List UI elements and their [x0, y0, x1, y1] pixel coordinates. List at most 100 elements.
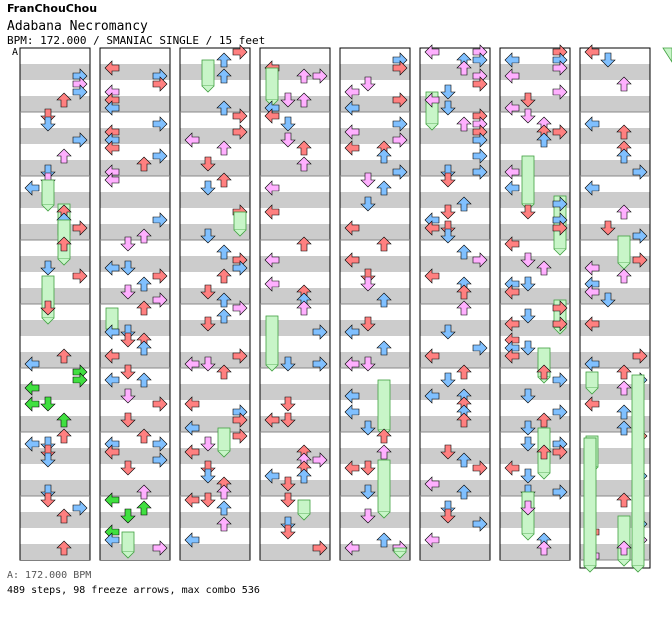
arrow-left-icon: [344, 404, 360, 420]
arrow-up-icon: [136, 428, 152, 444]
beat-stripe: [100, 544, 170, 560]
arrow-up-icon: [216, 52, 232, 68]
arrow-right-icon: [552, 372, 568, 388]
arrow-right-icon: [552, 404, 568, 420]
freeze-body: [201, 59, 215, 87]
arrow-down-icon: [40, 108, 56, 124]
freeze-body: [521, 155, 535, 205]
arrow-up-icon: [136, 484, 152, 500]
beat-stripe: [340, 416, 410, 432]
beat-stripe: [340, 64, 410, 80]
arrow-left-icon: [184, 396, 200, 412]
beat-stripe: [260, 480, 330, 496]
arrow-down-icon: [440, 500, 456, 516]
arrow-down-icon: [280, 116, 296, 132]
arrow-down-icon: [520, 276, 536, 292]
beat-stripe: [580, 160, 650, 176]
arrow-left-icon: [184, 444, 200, 460]
arrow-left-icon: [424, 220, 440, 236]
chart-column-1: [19, 47, 91, 561]
freeze-body: [585, 371, 599, 389]
arrow-left-icon: [104, 324, 120, 340]
arrow-down-icon: [280, 516, 296, 532]
arrow-right-icon: [552, 300, 568, 316]
arrow-up-icon: [56, 348, 72, 364]
arrow-up-icon: [456, 300, 472, 316]
arrow-down-icon: [200, 316, 216, 332]
beat-stripe: [20, 320, 90, 336]
arrow-down-icon: [40, 396, 56, 412]
freeze-body: [393, 547, 407, 553]
arrow-right-icon: [552, 60, 568, 76]
arrow-down-icon: [40, 260, 56, 276]
beat-stripe: [340, 192, 410, 208]
arrow-left-icon: [264, 468, 280, 484]
arrow-right-icon: [312, 324, 328, 340]
arrow-up-icon: [56, 92, 72, 108]
beat-stripe: [100, 512, 170, 528]
arrow-left-icon: [504, 164, 520, 180]
arrow-down-icon: [440, 204, 456, 220]
arrow-left-icon: [584, 180, 600, 196]
arrow-up-icon: [456, 60, 472, 76]
freeze-body: [377, 379, 391, 431]
beat-stripe: [20, 192, 90, 208]
arrow-up-icon: [136, 300, 152, 316]
arrow-up-icon: [616, 380, 632, 396]
arrow-up-icon: [376, 428, 392, 444]
freeze-tail: [41, 317, 55, 325]
arrow-down-icon: [520, 252, 536, 268]
arrow-up-icon: [376, 340, 392, 356]
arrow-down-icon: [520, 108, 536, 124]
arrow-right-icon: [152, 76, 168, 92]
arrow-down-icon: [120, 260, 136, 276]
arrow-up-icon: [136, 340, 152, 356]
arrow-right-icon: [152, 436, 168, 452]
arrow-right-icon: [392, 132, 408, 148]
arrow-down-icon: [200, 156, 216, 172]
arrow-right-icon: [552, 196, 568, 212]
beat-stripe: [20, 480, 90, 496]
arrow-left-icon: [424, 92, 440, 108]
arrow-left-icon: [344, 460, 360, 476]
beat-stripe: [580, 128, 650, 144]
arrow-left-icon: [344, 540, 360, 556]
arrow-up-icon: [456, 364, 472, 380]
arrow-down-icon: [440, 164, 456, 180]
chart-column-6: [419, 44, 491, 561]
arrow-left-icon: [24, 436, 40, 452]
arrow-down-icon: [280, 356, 296, 372]
beat-stripe: [20, 512, 90, 528]
beat-stripe: [100, 384, 170, 400]
chart-column-3: [179, 44, 251, 561]
beat-stripe: [260, 224, 330, 240]
arrow-left-icon: [504, 236, 520, 252]
arrow-left-icon: [104, 60, 120, 76]
arrow-left-icon: [344, 100, 360, 116]
arrow-left-icon: [584, 316, 600, 332]
arrow-right-icon: [232, 412, 248, 428]
arrow-left-icon: [504, 100, 520, 116]
arrow-up-icon: [616, 148, 632, 164]
beat-stripe: [100, 416, 170, 432]
beat-stripe: [20, 544, 90, 560]
arrow-up-icon: [216, 516, 232, 532]
arrow-up-icon: [56, 540, 72, 556]
arrow-right-icon: [632, 252, 648, 268]
arrow-down-icon: [520, 420, 536, 436]
arrow-up-icon: [536, 260, 552, 276]
arrow-right-icon: [232, 44, 248, 60]
arrow-down-icon: [520, 204, 536, 220]
arrow-left-icon: [584, 44, 600, 60]
beat-stripe: [420, 448, 490, 464]
arrow-down-icon: [200, 468, 216, 484]
arrow-left-icon: [344, 356, 360, 372]
arrow-down-icon: [280, 492, 296, 508]
arrow-down-icon: [360, 268, 376, 284]
beat-stripe: [180, 64, 250, 80]
arrow-up-icon: [296, 92, 312, 108]
arrow-up-icon: [376, 180, 392, 196]
beat-stripe: [20, 96, 90, 112]
arrow-left-icon: [584, 284, 600, 300]
